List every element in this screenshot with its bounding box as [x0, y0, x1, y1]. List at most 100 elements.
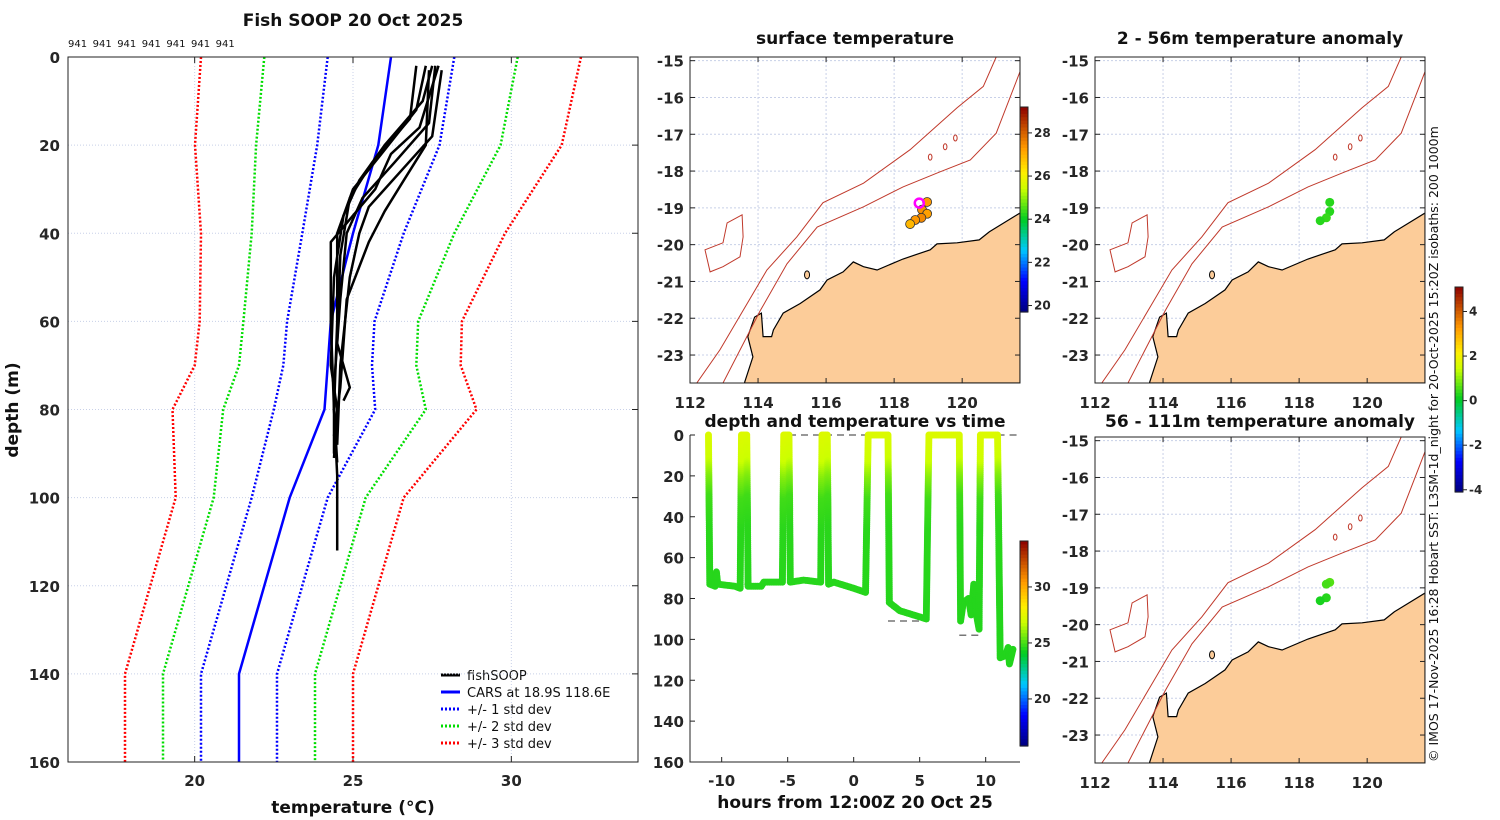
colorbar-segment [1020, 687, 1028, 692]
colorbar-segment [1020, 223, 1028, 228]
longitude-tick-label: 114 [742, 394, 773, 412]
track-point [1009, 645, 1017, 653]
colorbar-segment [1455, 307, 1463, 312]
colorbar-segment [1020, 619, 1028, 624]
colorbar-segment [1020, 250, 1028, 255]
depth-time-colorbar: 20 25 30 [1019, 540, 1051, 747]
colorbar-segment [1020, 110, 1028, 115]
colorbar-segment [1020, 708, 1028, 713]
longitude-tick-label: 116 [1215, 774, 1246, 792]
colorbar-segment [1020, 281, 1028, 286]
colorbar-segment [1455, 478, 1463, 483]
latitude-tick-label: -15 [657, 53, 684, 71]
colorbar-segment [1020, 120, 1028, 125]
colorbar-segment [1020, 182, 1028, 187]
colorbar-segment [1020, 640, 1028, 645]
colorbar-segment [1455, 444, 1463, 449]
y-tick-label: 60 [663, 550, 684, 568]
colorbar-segment [1020, 605, 1028, 610]
plateau-contour [704, 213, 744, 273]
colorbar-segment [1020, 681, 1028, 686]
colorbar-segment [1020, 141, 1028, 146]
x-tick-label: 10 [975, 772, 996, 790]
colorbar-segment [1020, 558, 1028, 563]
map-area [1095, 437, 1425, 763]
map-area [1095, 57, 1425, 383]
isobath-200m [1127, 451, 1425, 763]
colorbar-segment [1020, 595, 1028, 600]
latitude-tick-label: -23 [1062, 347, 1089, 365]
plot-frame [67, 56, 639, 763]
colorbar-segment [1020, 130, 1028, 135]
latitude-tick-label: -16 [1062, 469, 1089, 487]
anomaly-2-56m-map: 112 114 116 118 120 -15 -16 -17 -18 -19 -20 -21 -22 -… [1062, 53, 1426, 412]
colorbar-segment [1020, 308, 1028, 313]
latitude-tick-label: -20 [1062, 617, 1089, 635]
colorbar-segment [1455, 290, 1463, 295]
colorbar-segment [1455, 406, 1463, 411]
colorbar-segment [1455, 488, 1463, 493]
colorbar-segment [1020, 154, 1028, 159]
colorbar-segment [1020, 274, 1028, 279]
latitude-tick-label: -19 [657, 200, 684, 218]
colorbar-segment [1020, 148, 1028, 153]
colorbar-segment [1455, 328, 1463, 333]
colorbar-segment [1020, 739, 1028, 744]
colorbar-segment [1020, 612, 1028, 617]
x-tick-label: 25 [343, 772, 364, 790]
colorbar-segment [1020, 240, 1028, 245]
colorbar-segment [1455, 338, 1463, 343]
std-dev-3-line [351, 56, 583, 762]
colorbar-segment [1455, 372, 1463, 377]
colorbar-segment [1020, 588, 1028, 593]
anomaly-56-111m-map: 112 114 116 118 120 -15 -16 -17 -18 -19 -20 -21 -22 -… [1062, 433, 1426, 792]
colorbar-segment [1020, 113, 1028, 118]
colorbar-segment [1020, 209, 1028, 214]
latitude-tick-label: -17 [657, 126, 684, 144]
latitude-tick-label: -20 [657, 237, 684, 255]
legend-label-fishsoop: fishSOOP [467, 669, 527, 684]
y-tick-label: 160 [29, 754, 60, 772]
colorbar-segment [1020, 298, 1028, 303]
colorbar-segment [1020, 691, 1028, 696]
colorbar-segment [1020, 168, 1028, 173]
colorbar-segment [1455, 365, 1463, 370]
island [804, 270, 811, 280]
colorbar-segment [1020, 564, 1028, 569]
colorbar-segment [1020, 264, 1028, 269]
colorbar-segment [1020, 189, 1028, 194]
observation-point [1315, 216, 1325, 226]
colorbar-segment [1020, 151, 1028, 156]
colorbar-segment [1020, 646, 1028, 651]
land [743, 212, 1020, 383]
colorbar-segment [1020, 694, 1028, 699]
colorbar-segment [1020, 107, 1028, 112]
colorbar-segment [1020, 629, 1028, 634]
colorbar-segment [1455, 471, 1463, 476]
colorbar-segment [1020, 137, 1028, 142]
colorbar-segment [1455, 403, 1463, 408]
x-tick-label: -5 [779, 772, 796, 790]
observation-point [1325, 197, 1335, 207]
colorbar-segment [1020, 626, 1028, 631]
colorbar-segment [1020, 233, 1028, 238]
latitude-tick-label: -15 [1062, 433, 1089, 451]
colorbar-segment [1020, 653, 1028, 658]
latitude-tick-label: -22 [1062, 690, 1089, 708]
colorbar-segment [1020, 199, 1028, 204]
colorbar-segment [1020, 554, 1028, 559]
colorbar-segment [1455, 345, 1463, 350]
colorbar-segment [1020, 602, 1028, 607]
y-tick-label: 0 [674, 427, 684, 445]
colorbar-segment [1455, 423, 1463, 428]
plot-axes [689, 435, 1020, 763]
profile-id-label: 941 [117, 39, 136, 50]
colorbar-segment [1020, 301, 1028, 306]
x-tick-label: 5 [914, 772, 924, 790]
colorbar-segment [1020, 636, 1028, 641]
profile-chart: 20 25 30 0 20 40 60 80 100 120 140 160 941 941 941 941 9… [29, 39, 639, 790]
colorbar-segment [1020, 575, 1028, 580]
colorbar-segment [1020, 674, 1028, 679]
colorbar-segment [1020, 561, 1028, 566]
